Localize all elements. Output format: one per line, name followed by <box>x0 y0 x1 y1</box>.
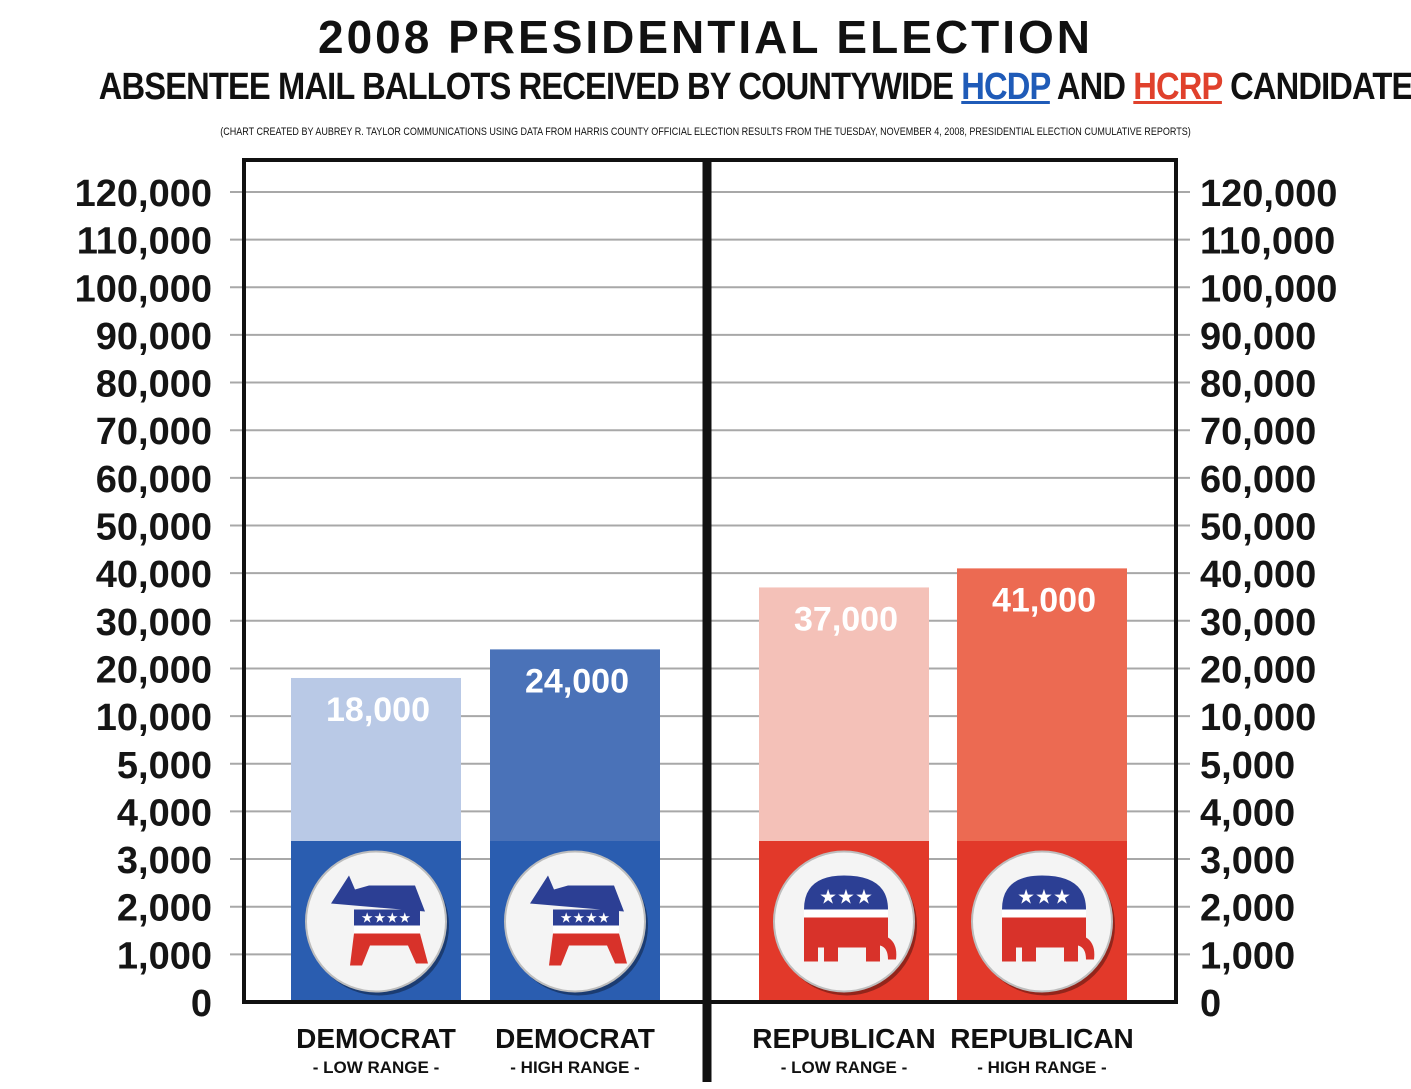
y-tick-label-left: 20,000 <box>96 649 212 691</box>
y-tick-label-left: 80,000 <box>96 364 212 406</box>
svg-text:★★★★: ★★★★ <box>560 911 610 927</box>
y-tick-label-left: 100,000 <box>75 268 212 310</box>
y-tick-label-right: 2,000 <box>1200 888 1295 930</box>
y-tick-label-left: 90,000 <box>96 316 212 358</box>
y-tick-label-left: 5,000 <box>117 745 212 787</box>
svg-text:★★★★: ★★★★ <box>361 911 411 927</box>
y-tick-label-right: 3,000 <box>1200 840 1295 882</box>
source-note: (CHART CREATED BY AUBREY R. TAYLOR COMMU… <box>220 126 1191 138</box>
bar-value-label: 37,000 <box>794 600 898 638</box>
bar-value-label: 24,000 <box>525 662 629 700</box>
y-tick-label-left: 30,000 <box>96 602 212 644</box>
y-tick-label-right: 120,000 <box>1200 173 1337 215</box>
y-tick-label-right: 1,000 <box>1200 935 1295 977</box>
chart-subtitle: ABSENTEE MAIL BALLOTS RECEIVED BY COUNTY… <box>98 66 1411 109</box>
hcrp-link-text: HCRP <box>1133 66 1222 108</box>
y-tick-label-right: 90,000 <box>1200 316 1316 358</box>
category-label: DEMOCRAT <box>296 1023 456 1054</box>
y-tick-label-right: 110,000 <box>1200 221 1335 263</box>
y-tick-label-right: 100,000 <box>1200 268 1337 310</box>
y-tick-label-left: 70,000 <box>96 411 212 453</box>
subtitle-text-and: AND <box>1049 66 1134 108</box>
y-tick-label-left: 40,000 <box>96 554 212 596</box>
y-tick-label-right: 30,000 <box>1200 602 1316 644</box>
y-axis-labels: 0 0 1,000 1,000 2,000 2,000 3,000 3,000 4,000 4,0… <box>75 173 1338 1025</box>
y-tick-label-right: 60,000 <box>1200 459 1316 501</box>
bar-value-label: 41,000 <box>992 581 1096 619</box>
y-tick-label-left: 120,000 <box>75 173 212 215</box>
y-tick-label-left: 10,000 <box>96 697 212 739</box>
subtitle-text-start: ABSENTEE MAIL BALLOTS RECEIVED BY COUNTY… <box>98 66 962 108</box>
y-tick-label-left: 50,000 <box>96 507 212 549</box>
category-label: REPUBLICAN <box>950 1023 1134 1054</box>
y-tick-label-left: 2,000 <box>117 888 212 930</box>
svg-text:★★★: ★★★ <box>819 885 873 909</box>
chart-title: 2008 PRESIDENTIAL ELECTION <box>318 11 1093 63</box>
y-tick-label-left: 4,000 <box>117 792 212 834</box>
subtitle-text-end: CANDIDATES <box>1230 66 1411 108</box>
y-tick-label-left: 0 <box>191 983 212 1025</box>
y-tick-label-left: 60,000 <box>96 459 212 501</box>
category-sublabel: - LOW RANGE - <box>313 1058 440 1077</box>
y-tick-label-right: 70,000 <box>1200 411 1316 453</box>
party-emblems: ★★★★ ★★★★★★★ ★★★ <box>291 841 1127 1002</box>
y-tick-label-left: 3,000 <box>117 840 212 882</box>
svg-text:★★★: ★★★ <box>1017 885 1071 909</box>
y-tick-label-right: 4,000 <box>1200 792 1295 834</box>
y-tick-label-right: 10,000 <box>1200 697 1316 739</box>
category-label: REPUBLICAN <box>752 1023 936 1054</box>
y-tick-label-right: 40,000 <box>1200 554 1316 596</box>
y-tick-label-right: 0 <box>1200 983 1221 1025</box>
democratic-donkey-icon: ★★★★ <box>291 841 461 1002</box>
y-tick-label-right: 50,000 <box>1200 507 1316 549</box>
y-tick-label-right: 80,000 <box>1200 364 1316 406</box>
category-sublabel: - HIGH RANGE - <box>977 1058 1106 1077</box>
y-tick-label-left: 1,000 <box>117 935 212 977</box>
category-label: DEMOCRAT <box>495 1023 655 1054</box>
y-tick-label-left: 110,000 <box>77 221 212 263</box>
y-tick-label-right: 5,000 <box>1200 745 1295 787</box>
hcdp-link-text: HCDP <box>961 66 1050 108</box>
democratic-donkey-icon: ★★★★ <box>490 841 660 1002</box>
category-labels: DEMOCRAT - LOW RANGE - DEMOCRAT - HIGH RANG… <box>296 1023 1134 1077</box>
category-sublabel: - LOW RANGE - <box>781 1058 908 1077</box>
y-tick-label-right: 20,000 <box>1200 649 1316 691</box>
bar-value-label: 18,000 <box>326 691 430 729</box>
republican-elephant-icon: ★★★ <box>759 841 929 1002</box>
category-sublabel: - HIGH RANGE - <box>510 1058 639 1077</box>
chart-frame <box>242 158 1178 1082</box>
republican-elephant-icon: ★★★ <box>957 841 1127 1002</box>
